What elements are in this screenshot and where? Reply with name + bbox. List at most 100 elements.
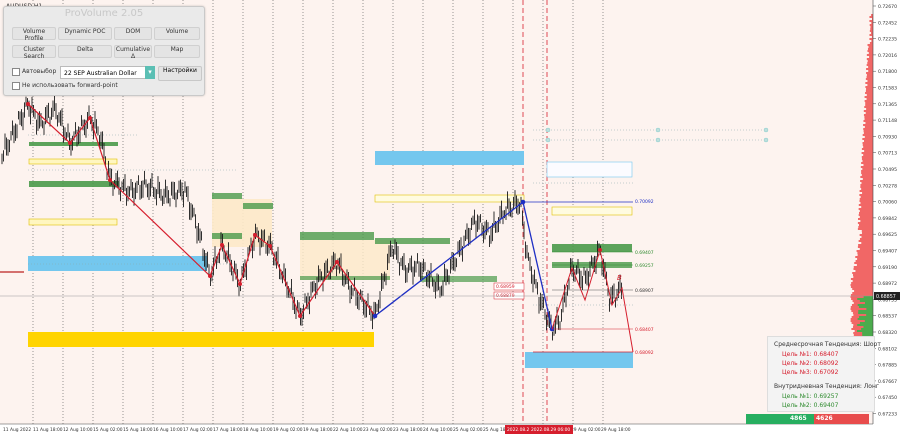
settings-button[interactable]: Настройки bbox=[158, 66, 202, 81]
volume-zone bbox=[28, 158, 118, 165]
volume-profile-bar bbox=[861, 156, 873, 158]
volume-profile-bar bbox=[863, 128, 873, 130]
panel-title: ProVolume 2.05 bbox=[64, 8, 144, 19]
forward-point-checkbox[interactable] bbox=[12, 82, 20, 90]
volume-profile-bar bbox=[862, 192, 873, 194]
price-tick-label: 0.72016 bbox=[878, 53, 897, 59]
price-tick-label: 0.72452 bbox=[878, 20, 897, 26]
short-target-3: Цель №3: 0.67092 bbox=[782, 369, 839, 376]
level-label: 0.68092 bbox=[635, 350, 654, 356]
current-price-value: 0.68857 bbox=[876, 294, 896, 300]
volume-zone bbox=[551, 206, 633, 216]
volume-profile-bar bbox=[862, 138, 873, 140]
volume-profile-bar bbox=[850, 278, 873, 280]
volume-profile-bar bbox=[867, 84, 873, 86]
volume-profile-bar bbox=[858, 310, 873, 312]
volume-profile-bar bbox=[862, 134, 873, 136]
time-axis-label: 18 Aug 10:00 bbox=[243, 427, 273, 433]
volume-profile-bar bbox=[863, 114, 873, 116]
volume-profile-bar bbox=[865, 122, 873, 124]
guide-node bbox=[655, 137, 661, 143]
volume-zone bbox=[300, 276, 390, 280]
volume-profile-bar bbox=[867, 60, 873, 62]
time-axis-label: 17 Aug 02:00 bbox=[183, 427, 213, 433]
buy-sell-volume-bar: 4865 4626 bbox=[746, 414, 869, 424]
bearish-trend-line bbox=[27, 103, 376, 318]
volume-profile-bar bbox=[857, 258, 873, 260]
volume-profile-bar bbox=[857, 254, 873, 256]
volume-profile-bar bbox=[858, 204, 873, 206]
volume-profile-bar bbox=[857, 246, 873, 248]
volume-profile-bar bbox=[866, 94, 873, 96]
dynamic-poc-button[interactable]: Dynamic POC bbox=[58, 27, 112, 40]
level-label: 0.68907 bbox=[635, 288, 654, 294]
volume-profile-bar bbox=[863, 326, 873, 328]
volume-profile-bar bbox=[871, 14, 873, 16]
time-axis-label: 25 Aug 02:00 bbox=[453, 427, 483, 433]
volume-zone bbox=[300, 232, 374, 240]
volume-profile-button[interactable]: Volume Profile bbox=[12, 27, 56, 42]
volume-zone bbox=[28, 332, 374, 347]
dom-button[interactable]: DOM bbox=[114, 27, 152, 40]
volume-profile-bar bbox=[869, 56, 873, 58]
price-tick-label: 0.71148 bbox=[878, 118, 897, 124]
volume-zone bbox=[375, 151, 524, 165]
trend-pivot bbox=[68, 141, 72, 145]
volume-profile-bar bbox=[867, 50, 873, 52]
volume-profile-bar bbox=[863, 110, 873, 112]
volume-profile-bar bbox=[864, 302, 873, 304]
cluster-search-button[interactable]: Cluster Search bbox=[12, 45, 56, 60]
autoselect-checkbox[interactable] bbox=[12, 68, 20, 76]
volume-profile-bar bbox=[859, 238, 873, 240]
volume-profile-bar bbox=[867, 44, 873, 46]
buy-volume-segment: 4865 bbox=[746, 414, 814, 424]
price-tick-label: 0.68102 bbox=[878, 346, 897, 352]
delta-button[interactable]: Delta bbox=[58, 45, 112, 58]
price-tick-label: 0.70713 bbox=[878, 151, 897, 157]
volume-profile-bar bbox=[861, 182, 873, 184]
short-target-1: Цель №1: 0.68407 bbox=[782, 351, 839, 358]
time-axis-label: 11 Aug 2022 bbox=[3, 427, 31, 433]
price-tick-label: 0.70930 bbox=[878, 134, 897, 140]
volume-profile-bar bbox=[863, 130, 873, 132]
instrument-select[interactable]: 22 SEP Australian Dollar bbox=[60, 66, 154, 79]
price-tick-label: 0.67450 bbox=[878, 395, 897, 401]
volume-profile-bar bbox=[858, 208, 873, 210]
time-axis bbox=[0, 424, 873, 435]
volume-profile-bar bbox=[866, 72, 873, 74]
cumulative-delta-button[interactable]: Cumulative Δ bbox=[114, 45, 152, 60]
short-target-2: Цель №2: 0.68092 bbox=[782, 360, 839, 367]
time-axis-label: 15 Aug 18:00 bbox=[123, 427, 153, 433]
volume-profile-bar bbox=[860, 196, 873, 198]
time-axis-label: 17 Aug 18:00 bbox=[213, 427, 243, 433]
map-button[interactable]: Map bbox=[154, 45, 200, 58]
volume-profile-bar bbox=[865, 102, 873, 104]
volume-profile-bar bbox=[870, 28, 873, 30]
trend-pivot bbox=[238, 282, 242, 286]
volume-profile-bar bbox=[859, 212, 873, 214]
volume-profile-bar bbox=[868, 70, 873, 72]
guide-node bbox=[545, 137, 551, 143]
volume-profile-bar bbox=[864, 320, 873, 322]
guide-node bbox=[763, 137, 769, 143]
volume-button[interactable]: Volume bbox=[154, 27, 200, 40]
short-trend-title: Среднесрочная Тенденция: Шорт bbox=[774, 341, 881, 348]
volume-profile-bar bbox=[859, 234, 873, 236]
volume-profile-bar bbox=[862, 332, 873, 334]
volume-profile-bar bbox=[855, 260, 873, 262]
volume-profile-bar bbox=[850, 286, 873, 288]
volume-profile-bar bbox=[852, 326, 873, 328]
volume-profile-bar bbox=[860, 202, 873, 204]
level-tag bbox=[493, 291, 525, 300]
volume-zone bbox=[28, 218, 118, 226]
volume-zone bbox=[420, 276, 497, 282]
volume-profile-bar bbox=[871, 22, 873, 24]
volume-profile-bar bbox=[861, 162, 873, 164]
volume-profile-bar bbox=[857, 298, 873, 300]
volume-profile-bar bbox=[862, 160, 873, 162]
volume-profile-bar bbox=[864, 140, 873, 142]
volume-profile-bar bbox=[856, 250, 873, 252]
volume-profile-bar bbox=[856, 264, 873, 266]
chevron-down-icon[interactable]: ▾ bbox=[145, 66, 155, 79]
